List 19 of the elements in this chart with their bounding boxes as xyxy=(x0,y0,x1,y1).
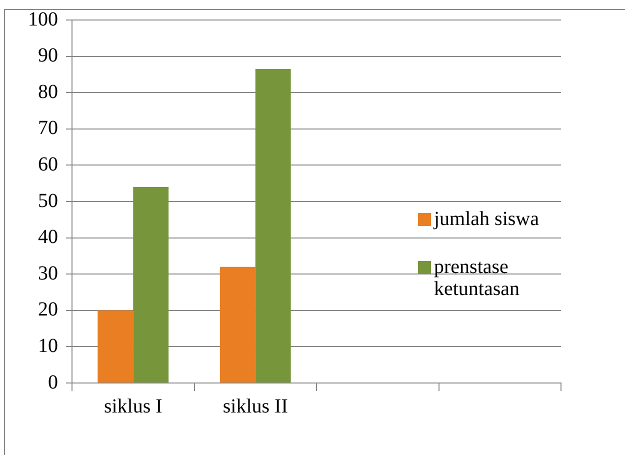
y-tick-label: 70 xyxy=(38,117,58,140)
y-tick-label: 50 xyxy=(38,190,58,212)
legend-label: jumlah siswa xyxy=(434,208,539,230)
y-tick-label: 30 xyxy=(38,262,58,284)
y-tick-label: 10 xyxy=(38,334,58,357)
bar xyxy=(220,266,256,382)
bar xyxy=(133,186,169,382)
y-tick-label: 60 xyxy=(38,153,58,176)
legend-label: prenstase ketuntasan xyxy=(434,256,521,300)
y-tick-label: 40 xyxy=(38,226,58,248)
x-tick-label: siklus I xyxy=(104,395,162,418)
bar xyxy=(98,310,134,382)
bar xyxy=(255,69,291,382)
y-tick-label: 80 xyxy=(38,80,58,103)
y-tick-label: 90 xyxy=(38,44,58,67)
y-tick-label: 0 xyxy=(48,371,58,394)
y-tick-label: 100 xyxy=(28,8,58,30)
x-tick-label: siklus II xyxy=(222,395,288,418)
y-tick-label: 20 xyxy=(38,298,58,321)
